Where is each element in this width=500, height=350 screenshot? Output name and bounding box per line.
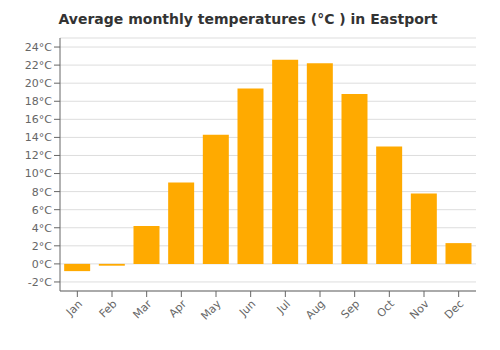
html-text:Average monthly temperatures (: Average monthly temperatures (°C ) in Ea…: [58, 11, 438, 27]
svg-text:4°C: 4°C: [32, 222, 52, 235]
svg-text:24°C: 24°C: [25, 41, 52, 54]
svg-text:14°C: 14°C: [25, 131, 52, 144]
svg-text:May: May: [198, 297, 224, 323]
svg-text:18°C: 18°C: [25, 95, 52, 108]
svg-text:20°C: 20°C: [25, 77, 52, 90]
svg-text:8°C: 8°C: [32, 186, 52, 199]
svg-text:0°C: 0°C: [32, 258, 52, 271]
svg-text:Feb: Feb: [97, 297, 120, 320]
svg-text:Jul: Jul: [274, 297, 293, 316]
svg-text:12°C: 12°C: [25, 149, 52, 162]
svg-text:-2°C: -2°C: [28, 276, 52, 289]
svg-text:Oct: Oct: [374, 297, 397, 320]
svg-text:Dec: Dec: [442, 297, 466, 321]
svg-text:Mar: Mar: [130, 297, 154, 321]
svg-text:6°C: 6°C: [32, 204, 52, 217]
svg-text:Nov: Nov: [407, 297, 432, 322]
svg-text:Jun: Jun: [236, 297, 258, 319]
svg-text:10°C: 10°C: [25, 167, 52, 180]
svg-text:Apr: Apr: [166, 297, 189, 320]
svg-text:2°C: 2°C: [32, 240, 52, 253]
svg-text:22°C: 22°C: [25, 59, 52, 72]
svg-text:Jan: Jan: [63, 297, 85, 319]
svg-text:Aug: Aug: [303, 297, 327, 321]
svg-text:16°C: 16°C: [25, 113, 52, 126]
svg-text:Sep: Sep: [338, 297, 362, 321]
